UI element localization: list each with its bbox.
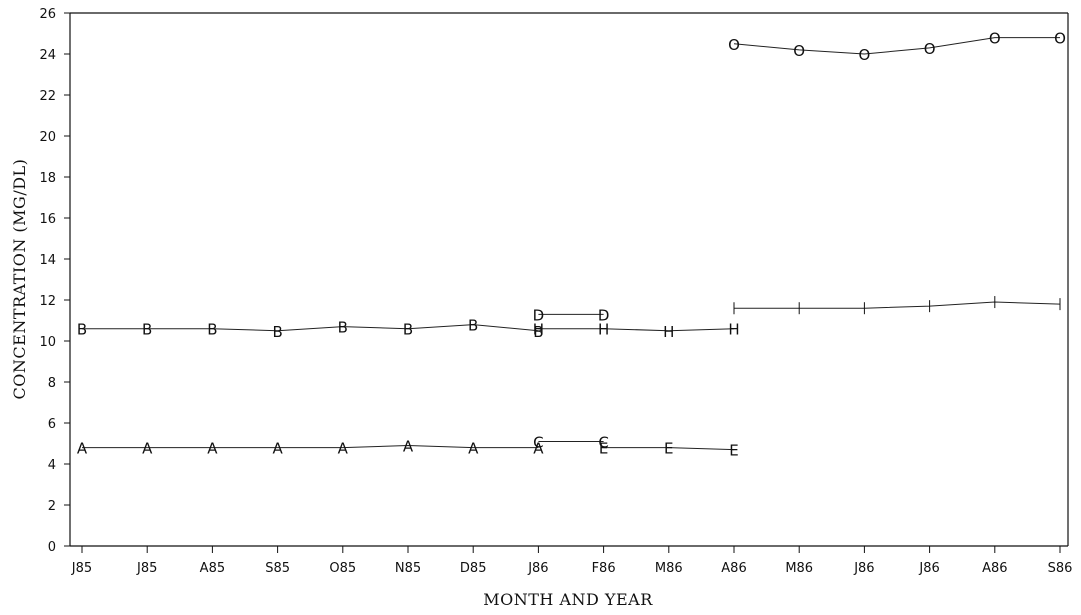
- x-tick-label: J86: [918, 561, 939, 576]
- data-point-marker: A: [272, 440, 283, 458]
- data-point-marker: H: [598, 321, 609, 339]
- y-tick-label: 6: [48, 417, 56, 432]
- data-point-marker: B: [403, 321, 413, 339]
- y-tick-label: 26: [39, 7, 56, 22]
- data-point-marker: O: [728, 36, 740, 54]
- x-tick-label: M86: [785, 561, 813, 576]
- series-line: [538, 328, 735, 332]
- y-tick-label: 10: [39, 335, 56, 350]
- data-point-marker: A: [77, 440, 88, 458]
- x-tick-label: S85: [265, 561, 290, 576]
- x-axis-ticks: J85 J85 A85 S85 O85 N85 D85 J86 F86 M86 A86 M86 J86 J…: [71, 546, 1073, 576]
- x-tick-label: J85: [136, 561, 157, 576]
- y-tick-label: 16: [39, 212, 56, 227]
- data-point-marker: B: [272, 323, 282, 341]
- data-point-marker: C: [533, 433, 543, 451]
- x-tick-label: N85: [395, 561, 421, 576]
- series-line: [82, 324, 539, 332]
- y-tick-label: 18: [39, 171, 56, 186]
- y-tick-label: 4: [48, 458, 56, 473]
- x-tick-label: J86: [853, 561, 874, 576]
- y-axis-title: CONCENTRATION (MG/DL): [10, 159, 29, 400]
- series-line: [82, 445, 539, 449]
- data-point-marker: B: [207, 321, 217, 339]
- x-tick-label: A86: [982, 561, 1007, 576]
- data-point-marker: O: [924, 40, 936, 58]
- x-tick-label: J86: [527, 561, 548, 576]
- data-point-marker: H: [728, 321, 739, 339]
- data-point-marker: A: [207, 440, 218, 458]
- y-tick-label: 22: [39, 89, 56, 104]
- y-tick-label: 8: [48, 376, 56, 391]
- data-point-marker: O: [1054, 30, 1066, 48]
- data-point-marker: D: [598, 306, 610, 324]
- data-point-marker: B: [338, 319, 348, 337]
- y-tick-label: 12: [39, 294, 56, 309]
- x-tick-label: O85: [329, 561, 356, 576]
- series-line: [734, 301, 1061, 309]
- data-point-marker: O: [989, 30, 1001, 48]
- y-tick-label: 2: [48, 499, 56, 514]
- data-point-marker: A: [533, 440, 544, 458]
- y-tick-label: 0: [48, 540, 56, 555]
- x-tick-label: S86: [1048, 561, 1073, 576]
- data-point-marker: E: [599, 440, 608, 458]
- data-point-marker: B: [142, 321, 152, 339]
- x-axis-title: MONTH AND YEAR: [483, 590, 653, 609]
- data-point-marker: B: [533, 323, 543, 341]
- data-point-marker: C: [598, 433, 608, 451]
- y-tick-label: 24: [39, 48, 56, 63]
- data-point-marker: O: [858, 46, 870, 64]
- x-tick-label: A85: [200, 561, 225, 576]
- series-I: [733, 296, 1061, 315]
- data-point-marker: H: [663, 323, 674, 341]
- y-tick-label: 20: [39, 130, 56, 145]
- x-tick-label: A86: [721, 561, 746, 576]
- data-point-marker: D: [533, 306, 545, 324]
- x-tick-label: J85: [71, 561, 92, 576]
- data-point-marker: O: [793, 42, 805, 60]
- data-point-marker: B: [468, 317, 478, 335]
- data-point-marker: A: [403, 438, 414, 456]
- plot-area: [69, 12, 1069, 547]
- data-point-marker: A: [338, 440, 349, 458]
- data-point-marker: E: [729, 442, 738, 460]
- data-point-marker: B: [77, 321, 87, 339]
- data-point-marker: H: [533, 321, 544, 339]
- x-tick-label: M86: [655, 561, 683, 576]
- x-tick-label: F86: [592, 561, 616, 576]
- y-tick-label: 14: [39, 253, 56, 268]
- data-point-marker: A: [468, 440, 479, 458]
- x-tick-label: D85: [460, 561, 487, 576]
- series-line: [603, 447, 735, 451]
- series-O: O O O OO O: [728, 30, 1066, 64]
- data-point-marker: E: [664, 440, 673, 458]
- series-layer: O O O OO OD DB B B B B B B BH H H HC CA A A A A A A A E E E: [77, 30, 1066, 460]
- series-line: [733, 37, 1060, 55]
- data-point-marker: A: [142, 440, 153, 458]
